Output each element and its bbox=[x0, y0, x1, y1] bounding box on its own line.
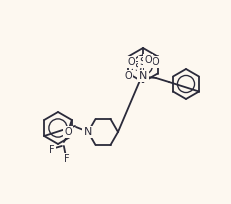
Text: O: O bbox=[144, 55, 152, 65]
Text: O: O bbox=[151, 57, 159, 67]
Text: S: S bbox=[134, 63, 142, 73]
Text: O: O bbox=[124, 71, 132, 81]
Text: S: S bbox=[134, 63, 142, 73]
Text: N: N bbox=[84, 127, 92, 137]
Text: O: O bbox=[127, 57, 135, 67]
Text: N: N bbox=[139, 71, 147, 81]
Text: F: F bbox=[64, 154, 70, 164]
Text: O: O bbox=[64, 127, 72, 137]
Text: O: O bbox=[124, 71, 132, 81]
Text: F: F bbox=[64, 154, 70, 164]
Text: O: O bbox=[144, 55, 152, 65]
Text: S: S bbox=[140, 57, 146, 67]
Text: O: O bbox=[151, 57, 159, 67]
Text: N: N bbox=[84, 127, 92, 137]
Text: F: F bbox=[49, 145, 55, 155]
Text: F: F bbox=[49, 145, 55, 155]
Text: O: O bbox=[64, 127, 72, 137]
Text: S: S bbox=[140, 57, 146, 67]
Text: O: O bbox=[127, 57, 135, 67]
Text: N: N bbox=[139, 71, 147, 81]
